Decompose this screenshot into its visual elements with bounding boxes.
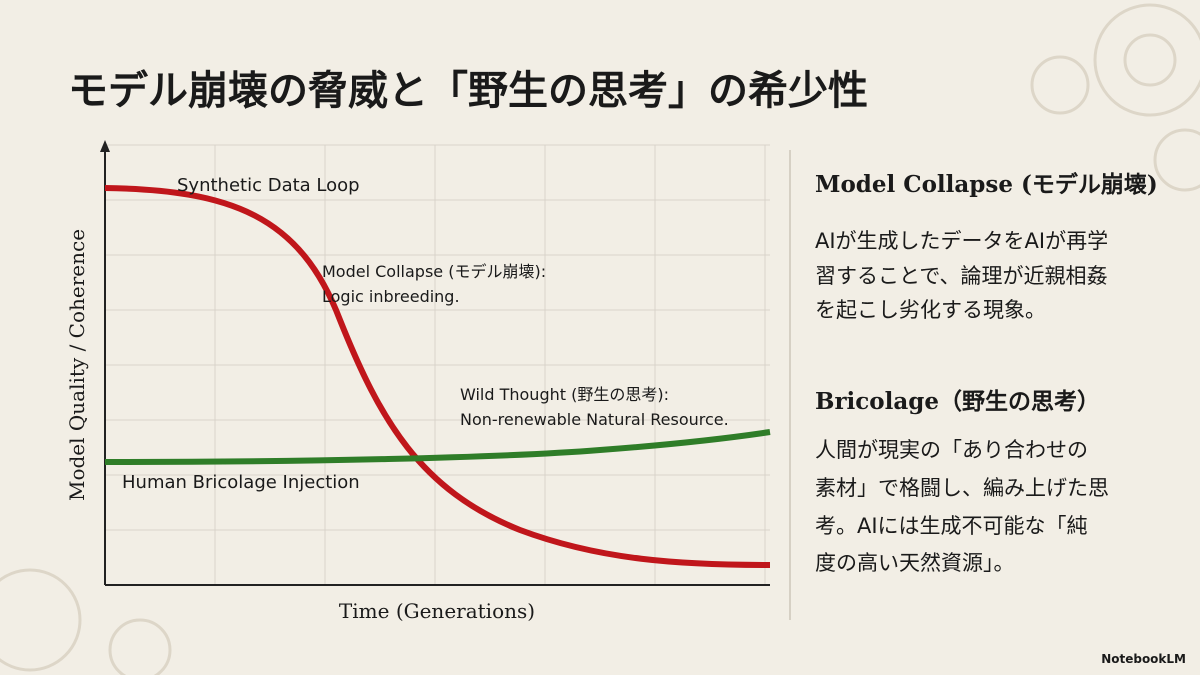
section-body: 度の高い天然資源」。 — [815, 551, 1015, 575]
section-body: 考。AIには生成不可能な「純 — [815, 514, 1088, 538]
annotation: Non-renewable Natural Resource. — [460, 410, 729, 429]
annotation: Wild Thought (野生の思考): — [460, 385, 669, 404]
annotation: Model Collapse (モデル崩壊): — [322, 262, 546, 281]
slide-title: モデル崩壊の脅威と「野生の思考」の希少性 — [68, 67, 868, 114]
section-body: 人間が現実の「あり合わせの — [815, 438, 1088, 462]
gear-decoration — [0, 3, 1200, 675]
annotation: Synthetic Data Loop — [177, 175, 360, 196]
footer-brand: NotebookLM — [1101, 652, 1186, 666]
bricolage-curve — [104, 429, 771, 465]
y-axis-label: Model Quality / Coherence — [65, 229, 89, 501]
annotation: Human Bricolage Injection — [122, 472, 360, 493]
y-axis-arrow — [100, 140, 110, 152]
grid — [105, 144, 770, 585]
x-axis-label: Time (Generations) — [339, 599, 535, 623]
section-body: を起こし劣化する現象。 — [815, 298, 1046, 322]
annotation: Logic inbreeding. — [322, 287, 460, 306]
section-body: AIが生成したデータをAIが再学 — [815, 229, 1108, 253]
collapse-curve — [104, 185, 771, 568]
section-body: 習することで、論理が近親相姦 — [815, 264, 1108, 288]
section-body: 素材」で格闘し、編み上げた思 — [815, 476, 1109, 500]
section-heading: Bricolage（野生の思考） — [815, 388, 1100, 415]
section-heading: Model Collapse (モデル崩壊) — [815, 171, 1158, 198]
